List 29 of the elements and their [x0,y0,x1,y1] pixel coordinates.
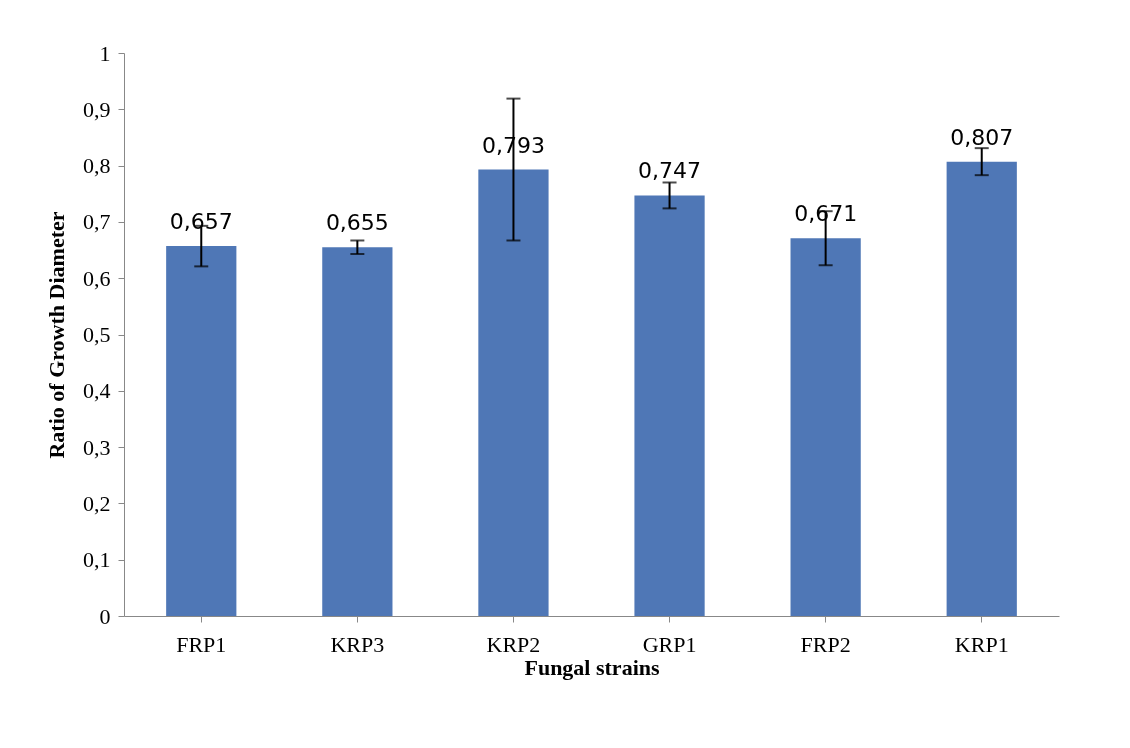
bar [790,238,861,616]
bar [478,169,549,616]
bar [634,195,705,616]
bar [166,246,237,616]
y-tick-label: 0,6 [83,265,111,291]
x-tick-label: KRP2 [486,631,541,657]
data-label: 0,807 [950,124,1014,150]
x-tick-label: KRP3 [330,631,385,657]
y-tick-label: 0,2 [83,490,111,516]
y-tick-label: 0,7 [83,209,111,235]
x-axis-title: Fungal strains [524,654,660,680]
x-tick-label: FRP1 [176,631,227,657]
y-tick-label: 0,8 [83,153,111,179]
y-axis-title: Ratio of Growth Diameter [44,211,69,459]
y-tick-label: 0,1 [83,547,111,573]
x-tick-label: KRP1 [954,631,1009,657]
data-label: 0,655 [325,210,389,236]
data-label: 0,747 [638,158,702,184]
y-tick-label: 0,3 [83,434,111,460]
data-label: 0,657 [169,209,233,235]
y-tick-label: 1 [99,40,111,66]
y-tick-label: 0,9 [83,96,111,122]
bar [322,247,393,616]
x-tick-label: GRP1 [642,631,697,657]
x-tick-label: FRP2 [800,631,851,657]
y-tick-label: 0 [99,603,111,629]
bar [946,161,1017,616]
y-tick-label: 0,4 [83,378,111,404]
y-tick-label: 0,5 [83,322,111,347]
